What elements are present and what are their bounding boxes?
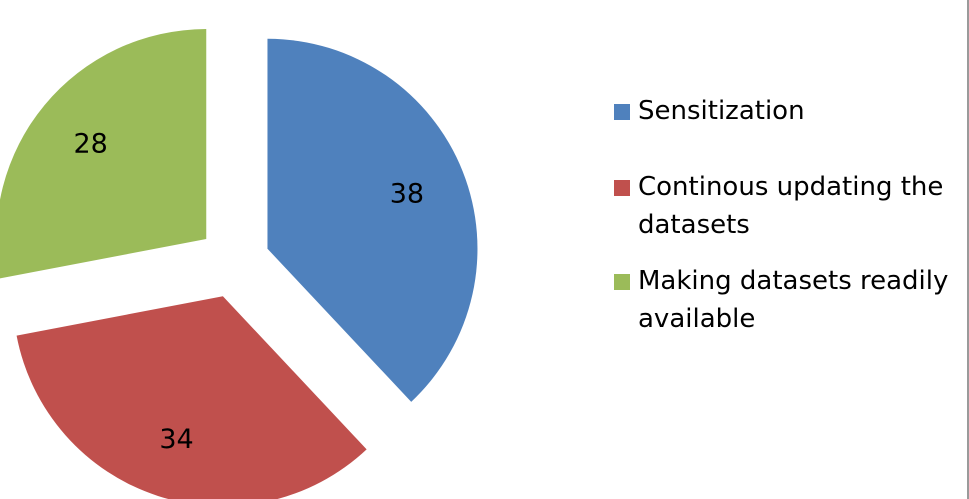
legend-swatch-making-available xyxy=(614,274,630,290)
legend-swatch-continous-updating xyxy=(614,180,630,196)
legend-label-continous-updating: Continous updating the datasets xyxy=(638,172,944,240)
slice-making-available xyxy=(0,29,207,279)
legend-swatch-sensitization xyxy=(614,104,630,120)
legend: Sensitization Continous updating the dat… xyxy=(614,92,954,360)
legend-label-sensitization: Sensitization xyxy=(638,96,805,126)
legend-item-making-available: Making datasets readily available xyxy=(614,262,954,338)
data-label-continous-updating: 34 xyxy=(159,424,193,455)
legend-label-making-available: Making datasets readily available xyxy=(638,266,949,334)
data-label-making-available: 28 xyxy=(74,128,108,159)
data-label-sensitization: 38 xyxy=(390,179,424,210)
legend-item-sensitization: Sensitization xyxy=(614,92,954,130)
slice-continous-updating xyxy=(16,296,367,499)
slice-sensitization xyxy=(267,38,478,402)
legend-item-continous-updating: Continous updating the datasets xyxy=(614,168,954,244)
